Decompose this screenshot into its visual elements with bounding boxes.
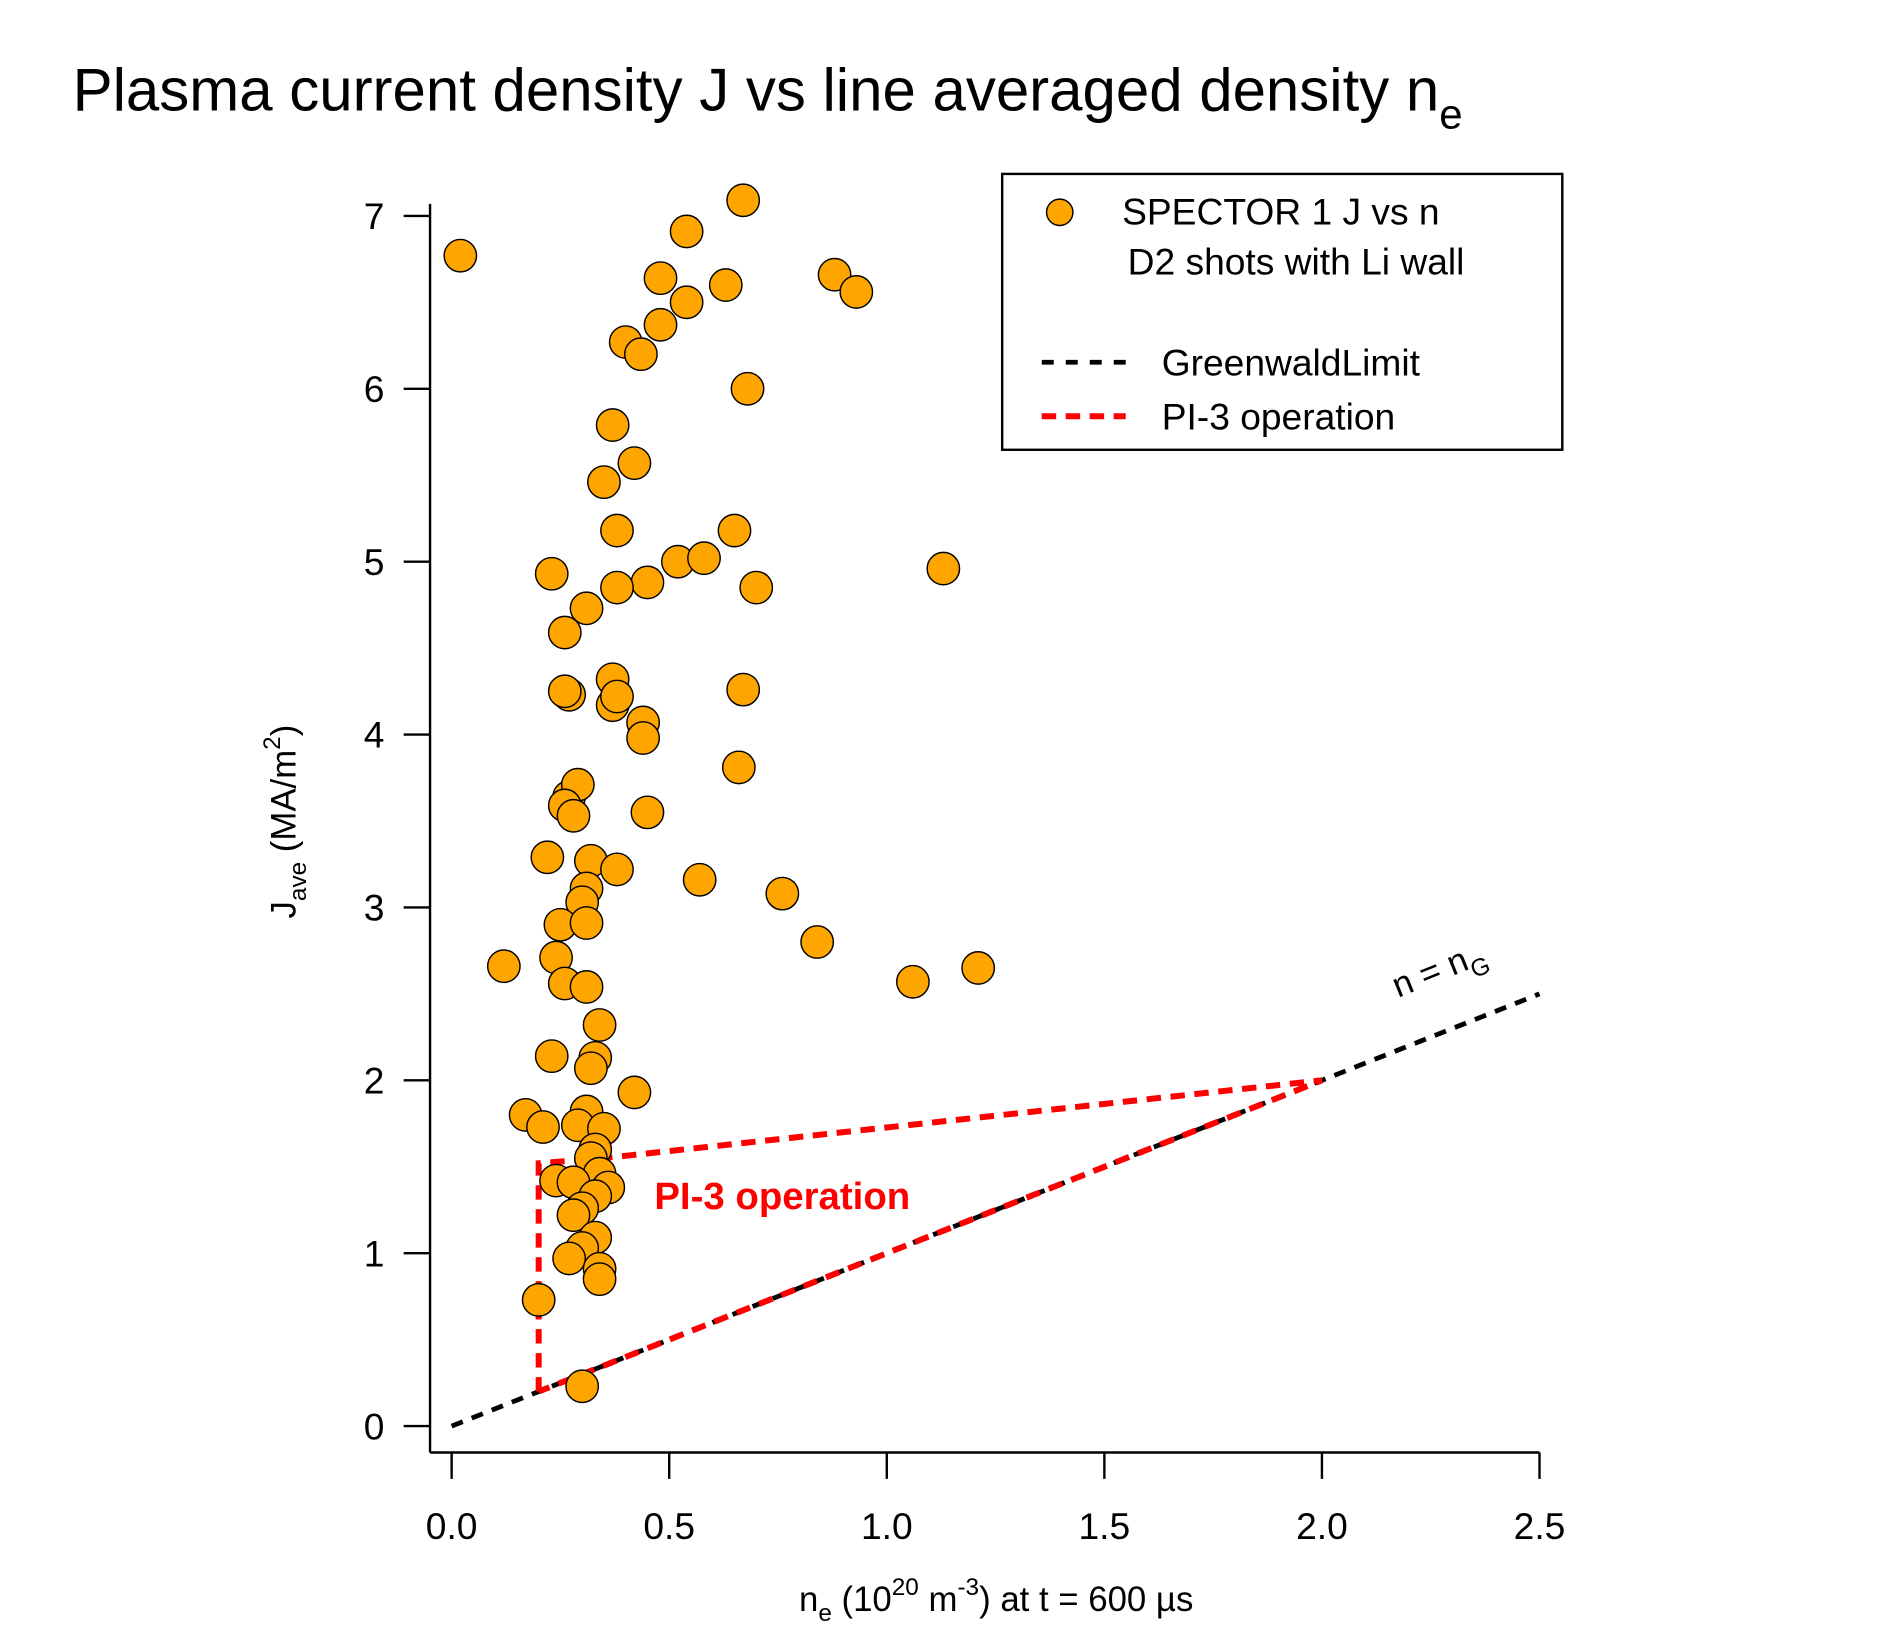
x-axis-label: ne (1020 m-3) at t = 600 µs — [799, 1574, 1193, 1627]
legend-label: GreenwaldLimit — [1162, 341, 1421, 383]
data-point — [547, 674, 582, 709]
legend-label: SPECTOR 1 J vs n — [1122, 190, 1439, 232]
data-point — [569, 906, 604, 940]
data-point — [552, 1241, 587, 1276]
text-part: 20 — [892, 1574, 919, 1601]
data-point — [569, 591, 604, 626]
data-point — [600, 570, 634, 605]
text-part: (10 — [832, 1581, 892, 1619]
text-part: n = n — [1387, 941, 1474, 1006]
data-point — [573, 1051, 608, 1086]
data-point — [730, 371, 765, 406]
data-point — [582, 1008, 617, 1042]
y-tick-label: 1 — [364, 1232, 385, 1274]
data-point — [800, 925, 835, 959]
y-tick-label: 0 — [364, 1405, 385, 1447]
x-tick-label: 2.0 — [1296, 1505, 1348, 1547]
data-point — [526, 1110, 560, 1144]
x-tick-label: 1.0 — [861, 1505, 913, 1547]
y-tick-label: 2 — [364, 1060, 385, 1102]
x-tick-label: 0.0 — [426, 1505, 478, 1547]
data-point — [600, 679, 634, 714]
text-part: ave — [285, 862, 312, 901]
annotation: n = nG — [1387, 934, 1495, 1013]
text-part: ) at t = 600 µs — [979, 1581, 1193, 1619]
data-point — [600, 852, 634, 887]
data-point — [739, 570, 774, 605]
y-tick-label: 7 — [364, 195, 385, 237]
data-point — [530, 840, 565, 875]
data-point — [534, 556, 569, 591]
x-tick-label: 1.5 — [1079, 1505, 1131, 1547]
data-point — [582, 1262, 617, 1297]
data-point — [443, 238, 478, 273]
data-point — [521, 1282, 556, 1317]
data-point — [926, 551, 961, 586]
data-point — [643, 261, 678, 296]
y-tick-label: 5 — [364, 541, 385, 583]
data-point — [839, 275, 874, 309]
data-point — [556, 798, 591, 833]
data-point — [721, 750, 756, 785]
data-point — [961, 951, 996, 985]
text-part: m — [919, 1581, 958, 1619]
y-tick-label: 4 — [364, 714, 385, 756]
data-point — [682, 862, 717, 897]
x-tick-label: 0.5 — [643, 1505, 695, 1547]
legend-box — [1000, 172, 1564, 451]
data-point — [534, 1039, 569, 1074]
data-point — [643, 307, 678, 342]
data-point — [669, 285, 704, 320]
data-point — [556, 1198, 591, 1233]
text-part: PI-3 operation — [654, 1175, 910, 1218]
x-tick-label: 2.5 — [1514, 1505, 1566, 1547]
text-part: e — [818, 1600, 832, 1627]
data-point — [617, 446, 652, 481]
y-tick-label: 6 — [364, 368, 385, 410]
data-point — [726, 672, 761, 707]
data-point — [600, 513, 634, 548]
data-point — [726, 183, 761, 218]
data-point — [630, 795, 665, 830]
data-point — [565, 1369, 600, 1404]
chart-title: Plasma current density J vs line average… — [73, 56, 1463, 137]
data-point — [708, 268, 743, 302]
text-part: n — [799, 1581, 818, 1619]
data-point — [717, 513, 752, 548]
data-point — [486, 949, 521, 984]
legend-label: PI-3 operation — [1162, 395, 1396, 437]
text-part: J — [266, 901, 304, 918]
data-point — [587, 465, 621, 500]
data-point — [669, 214, 704, 249]
data-point — [765, 876, 800, 911]
text-part: (MA/m — [266, 750, 304, 862]
data-point — [624, 337, 658, 372]
text-part: e — [1439, 90, 1462, 137]
y-axis-label: Jave (MA/m2) — [259, 725, 312, 919]
data-point — [895, 964, 930, 999]
data-point — [595, 408, 630, 442]
legend-note: D2 shots with Li wall — [1128, 241, 1465, 283]
data-point — [617, 1075, 652, 1110]
data-point — [687, 541, 721, 576]
data-point — [569, 970, 604, 1004]
text-part: Plasma current density J vs line average… — [73, 56, 1440, 123]
data-point — [630, 565, 665, 600]
data-point — [547, 615, 582, 650]
text-part: G — [1467, 952, 1495, 984]
text-part: -3 — [957, 1574, 979, 1601]
y-tick-label: 3 — [364, 887, 385, 929]
legend-marker — [1045, 198, 1074, 227]
data-point — [626, 721, 661, 755]
annotation: PI-3 operation — [654, 1175, 910, 1218]
text-part: 2 — [259, 736, 286, 750]
text-part: ) — [266, 725, 304, 737]
